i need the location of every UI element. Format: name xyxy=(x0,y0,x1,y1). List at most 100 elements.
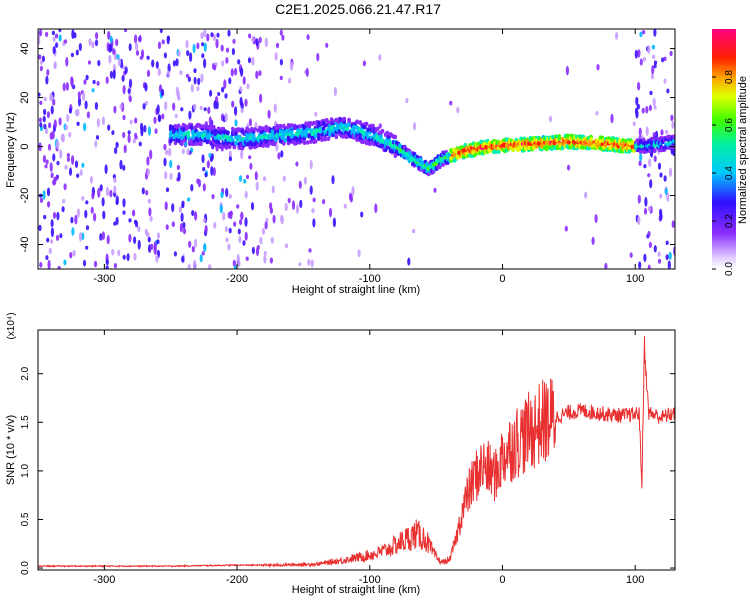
heatmap-x-axis: -300 -200 -100 0 100 xyxy=(93,29,644,285)
heatmap-cell xyxy=(70,216,74,224)
snr-panel: -300 -200 -100 0 100 0.0 0.5 1.0 1.5 2.0 Height … xyxy=(5,312,676,596)
heatmap-cell xyxy=(310,259,314,268)
heatmap-cell xyxy=(648,104,653,111)
heatmap-cell xyxy=(196,85,200,92)
heatmap-cell xyxy=(308,248,312,253)
heatmap-cell xyxy=(115,195,119,205)
heatmap-cell xyxy=(275,42,280,49)
heatmap-cell xyxy=(107,30,111,40)
heatmap-cell xyxy=(213,131,218,137)
heatmap-cell xyxy=(653,60,658,65)
heatmap-cell xyxy=(273,103,277,113)
heatmap-cell xyxy=(368,141,372,146)
heatmap-cell xyxy=(108,43,112,54)
heatmap-cell xyxy=(281,34,285,41)
heatmap-cell xyxy=(68,131,72,138)
heatmap-cell xyxy=(203,29,207,38)
heatmap-cell xyxy=(407,257,411,266)
chart-title: C2E1.2025.066.21.47.R17 xyxy=(275,1,441,17)
heatmap-cell xyxy=(71,155,75,165)
heatmap-cell xyxy=(246,83,250,90)
heatmap-cell xyxy=(132,138,136,144)
heatmap-cell xyxy=(289,123,294,128)
heatmap-cell xyxy=(253,127,257,132)
heatmap-cell xyxy=(145,190,149,196)
heatmap-cell xyxy=(548,115,553,123)
heatmap-cell xyxy=(97,60,101,67)
heatmap-cell xyxy=(188,110,192,120)
x-tick-label: 0 xyxy=(499,574,505,586)
heatmap-cell xyxy=(94,140,98,148)
heatmap-cell xyxy=(137,239,141,250)
heatmap-cell xyxy=(204,172,208,178)
heatmap-cell xyxy=(177,50,181,57)
x-tick-label: -300 xyxy=(93,574,115,586)
heatmap-cell xyxy=(267,109,271,119)
heatmap-cell xyxy=(116,54,120,60)
heatmap-cell xyxy=(72,249,76,257)
heatmap-cell xyxy=(447,152,452,158)
heatmap-cell xyxy=(269,257,273,264)
heatmap-cell xyxy=(190,84,194,93)
y-tick-label: 20 xyxy=(19,91,31,103)
heatmap-cell xyxy=(347,117,351,123)
heatmap-cell xyxy=(251,246,255,255)
heatmap-cell xyxy=(584,191,588,199)
heatmap-cell xyxy=(203,58,207,69)
heatmap-cell xyxy=(312,218,316,228)
heatmap-cell xyxy=(171,203,175,213)
heatmap-cell xyxy=(647,230,651,237)
heatmap-cell xyxy=(250,202,255,211)
heatmap-cell xyxy=(57,265,61,269)
heatmap-cell xyxy=(151,59,155,68)
heatmap-cell xyxy=(180,107,184,112)
heatmap-cell xyxy=(208,264,212,269)
heatmap-cell xyxy=(251,134,256,139)
heatmap-cell xyxy=(105,186,110,197)
heatmap-cell xyxy=(596,63,600,71)
heatmap-cell xyxy=(45,255,49,261)
heatmap-cell xyxy=(52,211,57,219)
heatmap-cell xyxy=(264,128,269,133)
heatmap-cell xyxy=(149,149,153,160)
heatmap-cell xyxy=(114,147,118,155)
heatmap-cell xyxy=(652,132,656,137)
heatmap-cell xyxy=(61,206,65,213)
heatmap-cell xyxy=(166,70,170,77)
heatmap-cell xyxy=(63,259,67,266)
heatmap-cell xyxy=(279,29,283,36)
heatmap-cell xyxy=(177,95,181,101)
heatmap-cell xyxy=(39,29,43,37)
heatmap-cell xyxy=(398,143,402,148)
heatmap-cell xyxy=(245,256,249,261)
heatmap-cell xyxy=(50,105,54,115)
heatmap-cell xyxy=(357,249,361,258)
heatmap-cell xyxy=(157,68,161,77)
heatmap-cell xyxy=(76,173,80,178)
heatmap-cell xyxy=(340,134,345,139)
heatmap-cell xyxy=(595,111,599,116)
heatmap-cell xyxy=(248,118,252,127)
heatmap-cell xyxy=(208,116,212,126)
heatmap-cell xyxy=(223,79,227,90)
y-tick-label: -40 xyxy=(19,237,31,253)
heatmap-cell xyxy=(197,179,201,188)
heatmap-cell xyxy=(264,37,268,48)
heatmap-cell xyxy=(85,225,90,231)
heatmap-cell xyxy=(49,162,53,173)
heatmap-cell xyxy=(129,119,133,125)
heatmap-cell xyxy=(639,153,643,162)
heatmap-cell xyxy=(647,173,651,178)
heatmap-cell xyxy=(199,105,203,110)
heatmap-cell xyxy=(204,225,208,234)
colorbar-gradient xyxy=(712,29,736,269)
heatmap-cell xyxy=(91,88,95,93)
heatmap-cell xyxy=(85,245,89,250)
heatmap-cell xyxy=(405,97,409,104)
heatmap-cell xyxy=(109,189,113,198)
heatmap-cell xyxy=(232,259,236,267)
heatmap-cell xyxy=(44,164,48,169)
heatmap-cell xyxy=(653,29,657,37)
heatmap-cell xyxy=(46,187,51,197)
heatmap-cell xyxy=(77,96,82,107)
